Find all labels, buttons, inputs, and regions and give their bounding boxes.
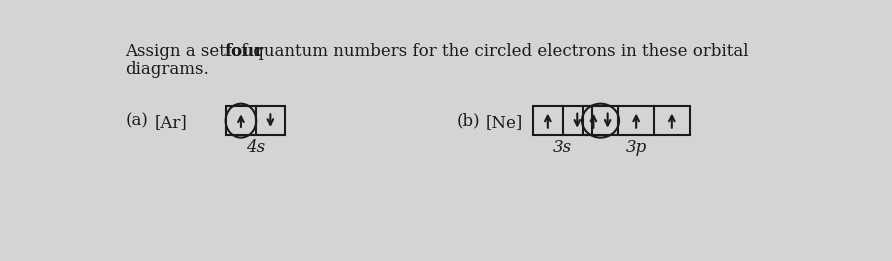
Bar bbox=[227, 106, 285, 135]
Text: 4s: 4s bbox=[246, 139, 265, 156]
Text: quantum numbers for the circled electrons in these orbital: quantum numbers for the circled electron… bbox=[248, 43, 748, 60]
Bar bbox=[582, 106, 690, 135]
Bar bbox=[533, 106, 592, 135]
Text: four: four bbox=[225, 43, 264, 60]
Text: (a): (a) bbox=[126, 112, 148, 129]
Text: [Ar]: [Ar] bbox=[154, 114, 187, 131]
Text: 3p: 3p bbox=[625, 139, 647, 156]
Text: diagrams.: diagrams. bbox=[126, 61, 210, 78]
Text: (b): (b) bbox=[457, 112, 480, 129]
Text: [Ne]: [Ne] bbox=[486, 114, 523, 131]
Text: 3s: 3s bbox=[553, 139, 572, 156]
Text: Assign a set of: Assign a set of bbox=[126, 43, 253, 60]
